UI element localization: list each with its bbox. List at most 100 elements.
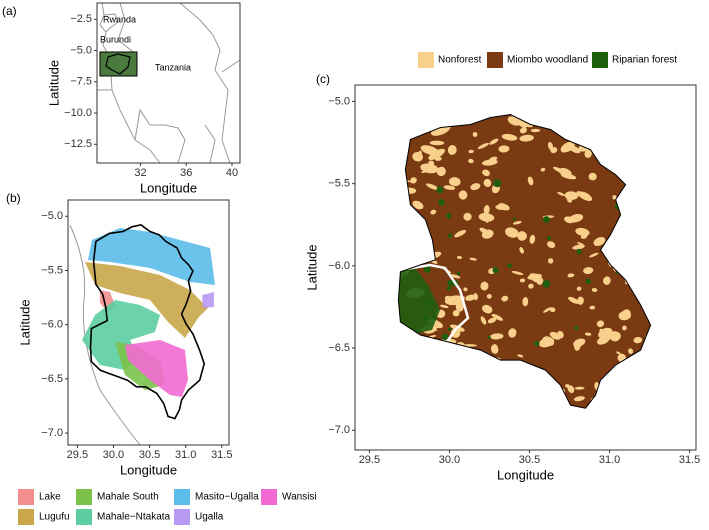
nonforest-patch	[597, 335, 610, 345]
riparian-patch	[534, 340, 540, 347]
nonforest-patch	[455, 350, 462, 355]
place-label: Burundi	[100, 34, 131, 44]
nonforest-patch	[443, 185, 456, 190]
nonforest-patch	[589, 252, 599, 258]
place-label: Rwanda	[103, 14, 136, 24]
riparian-patch	[447, 279, 454, 286]
nonforest-patch	[477, 384, 486, 394]
nonforest-patch	[628, 348, 634, 355]
nonforest-patch	[648, 189, 651, 198]
nonforest-patch	[429, 397, 436, 406]
x-tick-label: 31.5	[679, 454, 700, 466]
riparian-patch	[423, 301, 428, 307]
nonforest-patch	[525, 403, 530, 409]
plot-frame	[67, 199, 230, 446]
nonforest-patch	[535, 119, 544, 125]
nonforest-patch	[501, 295, 509, 302]
nonforest-patch	[501, 133, 518, 141]
y-tick-label: −6.5	[328, 342, 350, 354]
nonforest-patch	[636, 157, 644, 162]
riparian-patch	[446, 213, 452, 219]
nonforest-patch	[584, 332, 592, 336]
nonforest-patch	[633, 336, 643, 344]
legend-label: Mahale−Ntakata	[97, 512, 171, 523]
y-tick-label: −10.0	[64, 107, 92, 119]
place-label: Tanzania	[155, 62, 191, 72]
nonforest-patch	[519, 134, 534, 142]
y-axis-label: Latitude	[46, 60, 61, 106]
nonforest-patch	[619, 160, 626, 169]
nonforest-patch	[475, 382, 482, 388]
y-tick-label: −6.0	[328, 260, 350, 272]
nonforest-patch	[470, 183, 481, 191]
nonforest-patch	[609, 372, 623, 382]
nonforest-patch	[635, 208, 648, 216]
nonforest-patch	[567, 385, 575, 393]
riparian-patch	[585, 278, 592, 285]
panel-tag: (c)	[316, 72, 330, 86]
nonforest-patch	[634, 200, 649, 209]
nonforest-patch	[480, 281, 489, 291]
nonforest-patch	[564, 216, 575, 224]
nonforest-patch	[557, 192, 566, 197]
map-b	[69, 224, 215, 446]
y-tick-label: −6.0	[41, 319, 63, 331]
x-tick-label: 30.5	[139, 449, 160, 461]
x-tick-label: 32	[134, 167, 146, 179]
nonforest-patch	[645, 246, 651, 253]
nonforest-patch	[519, 246, 524, 254]
riparian-patch	[543, 216, 550, 224]
nonforest-patch	[560, 141, 575, 153]
nonforest-patch	[452, 309, 460, 317]
nonforest-patch	[472, 131, 478, 137]
nonforest-patch	[529, 234, 536, 244]
nonforest-patch	[547, 258, 554, 264]
nonforest-patch	[462, 114, 475, 120]
nonforest-patch	[631, 161, 638, 168]
nonforest-patch	[575, 227, 590, 237]
nonforest-patch	[616, 351, 621, 355]
y-tick-label: −12.5	[64, 138, 92, 150]
nonforest-patch	[589, 305, 596, 310]
nonforest-patch	[469, 257, 477, 261]
nonforest-patch	[436, 166, 446, 177]
nonforest-patch	[610, 261, 625, 267]
nonforest-patch	[529, 273, 544, 284]
nonforest-patch	[468, 158, 474, 164]
riparian-patch	[574, 325, 579, 331]
nonforest-patch	[527, 176, 534, 186]
legend-label: Miombo woodland	[507, 55, 588, 66]
study-outline	[89, 224, 206, 420]
nonforest-patch	[622, 325, 627, 331]
riparian-patch	[447, 327, 452, 332]
x-tick-label: 30.0	[439, 454, 460, 466]
nonforest-patch	[412, 125, 425, 133]
riparian-patch	[492, 267, 499, 274]
nonforest-patch	[398, 257, 408, 266]
y-tick-label: −5.0	[70, 44, 92, 56]
legend-label: Nonforest	[438, 55, 482, 66]
nonforest-patch	[652, 117, 657, 121]
nonforest-patch	[454, 229, 467, 238]
nonforest-patch	[594, 116, 608, 123]
nonforest-patch	[517, 354, 524, 358]
legend-swatch	[487, 52, 503, 68]
legend-swatch	[592, 52, 608, 68]
nonforest-patch	[619, 236, 625, 245]
nonforest-patch	[615, 240, 625, 245]
x-axis-label: Longitude	[120, 462, 177, 477]
nonforest-patch	[451, 358, 458, 362]
riparian-patch	[436, 186, 444, 194]
riparian-patch	[441, 333, 449, 341]
nonforest-patch	[489, 377, 502, 387]
nonforest-patch	[398, 122, 416, 129]
legend-label: Ugalla	[195, 512, 224, 523]
x-tick-label: 40	[226, 167, 238, 179]
nonforest-patch	[636, 139, 645, 144]
riparian-patch	[446, 285, 452, 291]
nonforest-patch	[448, 177, 461, 187]
nonforest-patch	[553, 166, 568, 175]
nonforest-patch	[417, 254, 429, 258]
nonforest-patch	[511, 271, 524, 275]
